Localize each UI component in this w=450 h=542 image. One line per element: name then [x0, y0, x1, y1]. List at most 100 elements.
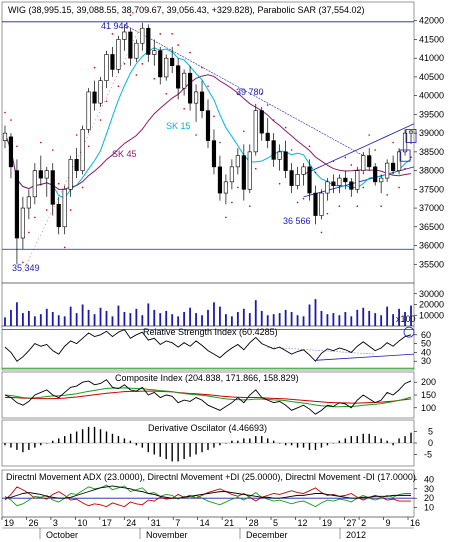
volume-bar — [135, 308, 138, 326]
volume-bar — [117, 305, 120, 326]
derivative-bar — [69, 433, 72, 443]
derivative-bar — [302, 443, 305, 448]
sar-dot — [177, 44, 179, 46]
volume-bar — [129, 313, 132, 326]
derivative-bar — [141, 443, 144, 448]
sar-dot — [141, 63, 144, 65]
price-tick-label: 36000 — [419, 241, 444, 251]
composite-title: Composite Index (204.838, 171.866, 158.8… — [115, 373, 299, 383]
sar-dot — [248, 205, 251, 207]
price-tick-label: 39500 — [419, 109, 444, 119]
volume-bar — [332, 313, 335, 326]
x-month-label: November — [146, 530, 188, 540]
derivative-bar — [129, 440, 132, 443]
candle-body — [116, 39, 121, 70]
volume-bar — [380, 315, 383, 326]
annotation-label: 39 780 — [236, 87, 264, 97]
volume-bar — [362, 307, 365, 326]
derivative-bar — [195, 443, 197, 455]
volume-bar — [308, 304, 311, 326]
sar-dot — [243, 130, 245, 133]
candle-body — [235, 155, 240, 168]
x-day-label: 10 — [77, 518, 87, 528]
volume-bar — [230, 316, 233, 326]
volume-bar — [171, 314, 174, 326]
sar-dot — [34, 216, 36, 219]
annotation-label: 41 944 — [101, 21, 129, 31]
candle-body — [205, 110, 211, 141]
sar-dot — [147, 10, 150, 13]
candle-body — [32, 170, 37, 198]
volume-bar — [278, 313, 281, 326]
volume-bar — [63, 316, 66, 326]
sar-dot — [189, 51, 191, 54]
volume-bar — [207, 309, 209, 326]
sar-dot — [219, 141, 221, 144]
volume-bar — [290, 312, 293, 326]
sar-dot — [63, 246, 66, 249]
candle-body — [50, 170, 55, 205]
volume-bar — [111, 316, 114, 326]
annotation-label: SK 15 — [166, 121, 191, 131]
candle-body — [170, 57, 175, 66]
volume-bar — [153, 309, 156, 326]
derivative-bar — [117, 436, 120, 443]
rsi-tick-label: 30 — [421, 356, 431, 366]
sar-dot — [22, 261, 24, 264]
x-day-label: 3 — [53, 518, 58, 528]
x-day-label: 7 — [175, 518, 180, 528]
derivative-bar — [171, 443, 173, 462]
derivative-bar — [10, 443, 12, 448]
candle-body — [385, 162, 390, 179]
derivative-bar — [231, 440, 233, 443]
derivative-bar — [356, 436, 358, 443]
derivative-bar — [52, 440, 54, 443]
volume-bar — [398, 308, 400, 326]
projection-box — [405, 128, 417, 143]
price-tick-label: 42000 — [419, 16, 444, 26]
x-day-label: 2 — [361, 518, 366, 528]
derivative-bar — [201, 443, 203, 453]
minus-di-line — [4, 486, 412, 508]
volume-bar — [386, 306, 389, 326]
volume-bar — [123, 312, 126, 326]
candle-body — [74, 159, 79, 171]
sar-dot — [111, 33, 114, 35]
derivative-bar — [243, 438, 245, 443]
x-day-label: 19 — [4, 518, 14, 528]
sar-dot — [51, 149, 54, 151]
derivative-bar — [16, 443, 18, 450]
volume-bar — [99, 307, 102, 326]
volume-bar — [105, 310, 108, 326]
x-day-label: 26 — [28, 518, 38, 528]
x-day-label: 27 — [346, 518, 356, 528]
sar-dot — [410, 156, 412, 158]
derivative-bar — [189, 443, 191, 457]
derivative-bar — [81, 429, 84, 443]
volume-bar — [219, 306, 221, 326]
sar-dot — [165, 92, 168, 95]
candle-body — [140, 27, 145, 44]
sar-dot — [87, 145, 90, 148]
sar-dot — [374, 149, 376, 151]
sar-dot — [308, 145, 311, 148]
sar-dot — [237, 186, 239, 189]
candle-body — [307, 166, 312, 194]
derivative-bar — [404, 436, 406, 443]
derivative-bar — [368, 433, 370, 443]
candle-body — [146, 27, 151, 55]
derivative-bar — [284, 443, 287, 446]
composite-tick-label: 150 — [421, 390, 436, 400]
sar-dot — [75, 134, 78, 136]
volume-bar — [374, 313, 377, 326]
candle-body — [217, 166, 223, 194]
volume-bar — [57, 315, 60, 326]
volume-bar — [10, 309, 12, 326]
sar-dot — [386, 194, 388, 196]
sar-dot — [254, 167, 257, 170]
volume-bar — [189, 307, 191, 326]
derivative-bar — [111, 433, 114, 443]
sar-dot — [320, 231, 323, 234]
derivative-bar — [278, 443, 281, 444]
